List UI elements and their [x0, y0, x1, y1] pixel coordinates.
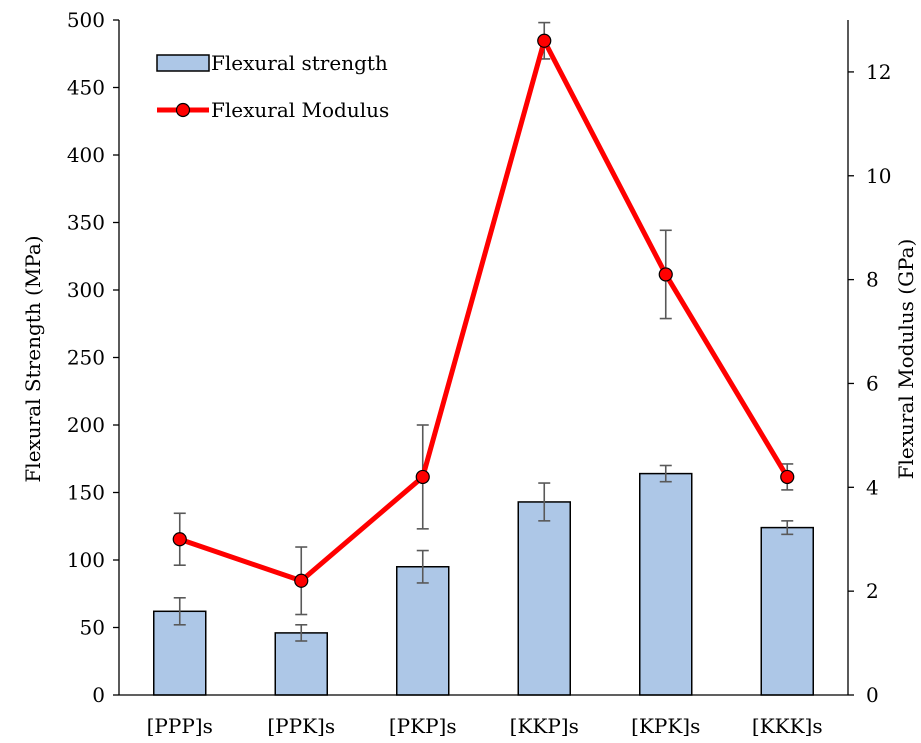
left-tick-label-1: 50: [80, 616, 105, 640]
bar-5: [760, 526, 814, 696]
bar-2: [396, 566, 450, 696]
left-axis-title: Flexural Strength (MPa): [21, 235, 45, 482]
x-tick-label-3: [KKP]s: [510, 714, 579, 738]
left-tick-label-3: 150: [67, 481, 105, 505]
x-tick-label-2: [PKP]s: [389, 714, 457, 738]
left-tick-label-5: 250: [67, 346, 105, 370]
modulus-point-1: [294, 573, 309, 588]
x-tick-label-4: [KPK]s: [631, 714, 700, 738]
left-tick-label-8: 400: [67, 143, 105, 167]
right-axis-title: Flexural Modulus (GPa): [894, 239, 918, 480]
right-tick-label-0: 0: [866, 683, 879, 707]
modulus-point-3: [537, 33, 552, 48]
legend-bar-swatch: [156, 54, 210, 72]
bar-1: [274, 632, 328, 696]
modulus-point-2: [415, 469, 430, 485]
right-tick-label-1: 2: [866, 579, 879, 603]
right-tick-label-6: 12: [866, 60, 891, 84]
bar-error-layer: [173, 464, 794, 642]
modulus-line: [178, 38, 790, 584]
modulus-point-0: [172, 532, 187, 547]
bar-layer: [153, 472, 814, 696]
left-axis-ticks: 0 50 100 150 200 250 300 350 400 450 500: [67, 8, 119, 707]
right-tick-label-5: 10: [866, 164, 891, 188]
legend-line-label: Flexural Modulus: [211, 98, 389, 122]
line-layer: [172, 33, 795, 588]
legend: Flexural strength Flexural Modulus: [156, 51, 389, 122]
legend-line-marker: [175, 102, 191, 118]
right-tick-label-3: 6: [866, 371, 879, 395]
x-tick-label-0: [PPP]s: [147, 714, 213, 738]
left-tick-label-7: 350: [67, 211, 105, 235]
left-tick-label-9: 450: [67, 76, 105, 100]
x-tick-label-5: [KKK]s: [752, 714, 823, 738]
x-tick-label-1: [PPK]s: [267, 714, 335, 738]
left-tick-label-6: 300: [67, 278, 105, 302]
right-tick-label-2: 4: [866, 475, 879, 499]
right-axis-ticks: 0 2 4 6 8 10 12: [848, 60, 891, 707]
modulus-point-5: [780, 469, 795, 485]
bar-4: [639, 472, 693, 696]
legend-bar-label: Flexural strength: [211, 51, 388, 75]
x-axis-ticks: [PPP]s [PPK]s [PKP]s [KKP]s [KPK]s [KKK]s: [147, 714, 823, 738]
modulus-point-4: [658, 267, 673, 282]
bar-3: [517, 501, 571, 696]
left-tick-label-2: 100: [67, 548, 105, 572]
left-tick-label-0: 0: [92, 683, 105, 707]
right-tick-label-4: 8: [866, 268, 879, 292]
left-tick-label-10: 500: [67, 8, 105, 32]
left-tick-label-4: 200: [67, 413, 105, 437]
